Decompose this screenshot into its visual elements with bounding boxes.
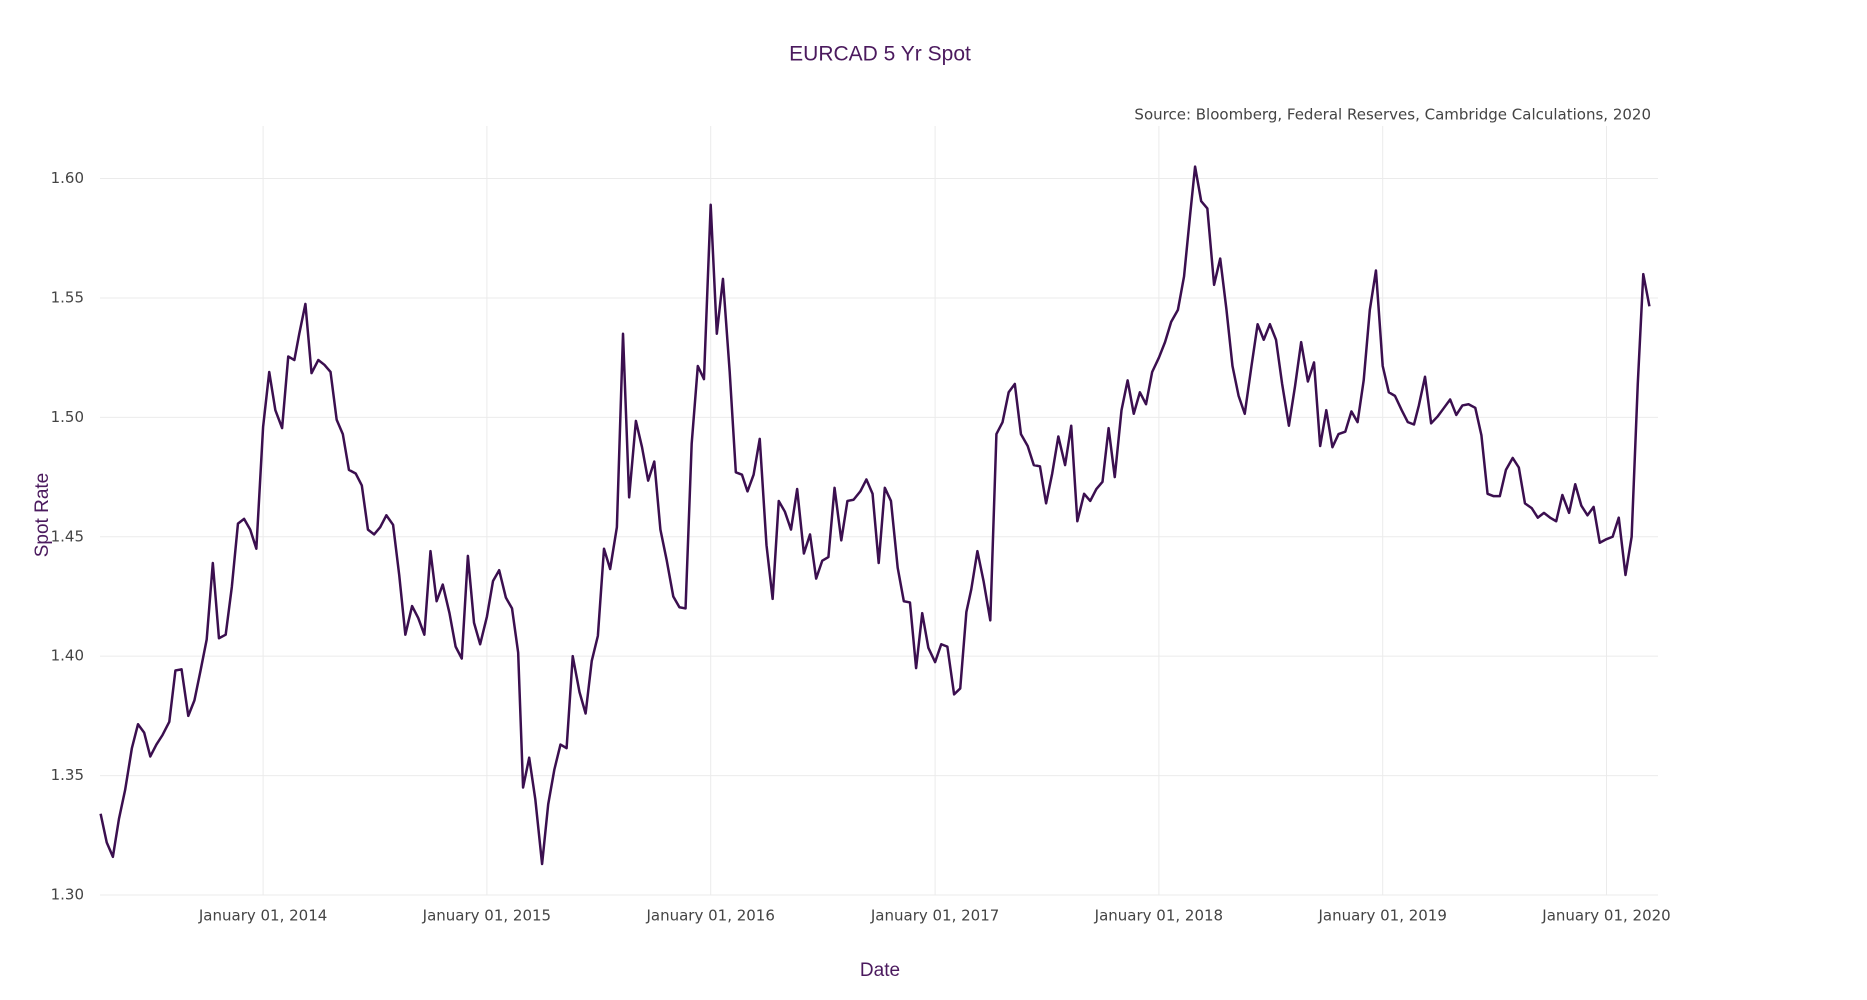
price-line bbox=[99, 165, 1651, 866]
x-tick-label: January 01, 2015 bbox=[422, 907, 551, 925]
x-axis-title: Date bbox=[860, 960, 900, 981]
y-tick-label: 1.35 bbox=[51, 766, 84, 784]
y-tick-label: 1.50 bbox=[51, 408, 84, 426]
y-tick-label: 1.45 bbox=[51, 527, 84, 545]
x-tick-label: January 01, 2018 bbox=[1094, 907, 1223, 925]
x-tick-label: January 01, 2019 bbox=[1317, 907, 1446, 925]
source-annotation: Source: Bloomberg, Federal Reserves, Cam… bbox=[1134, 106, 1651, 124]
x-tick-label: January 01, 2020 bbox=[1541, 907, 1670, 925]
y-tick-label: 1.60 bbox=[51, 169, 84, 187]
x-tick-label: January 01, 2014 bbox=[198, 907, 327, 925]
y-axis-title: Spot Rate bbox=[32, 473, 53, 558]
x-tick-label: January 01, 2016 bbox=[645, 907, 774, 925]
y-tick-label: 1.55 bbox=[51, 288, 84, 306]
y-tick-label: 1.40 bbox=[51, 647, 84, 665]
y-tick-label: 1.30 bbox=[51, 886, 84, 904]
x-tick-label: January 01, 2017 bbox=[870, 907, 999, 925]
chart-title: EURCAD 5 Yr Spot bbox=[789, 43, 971, 66]
